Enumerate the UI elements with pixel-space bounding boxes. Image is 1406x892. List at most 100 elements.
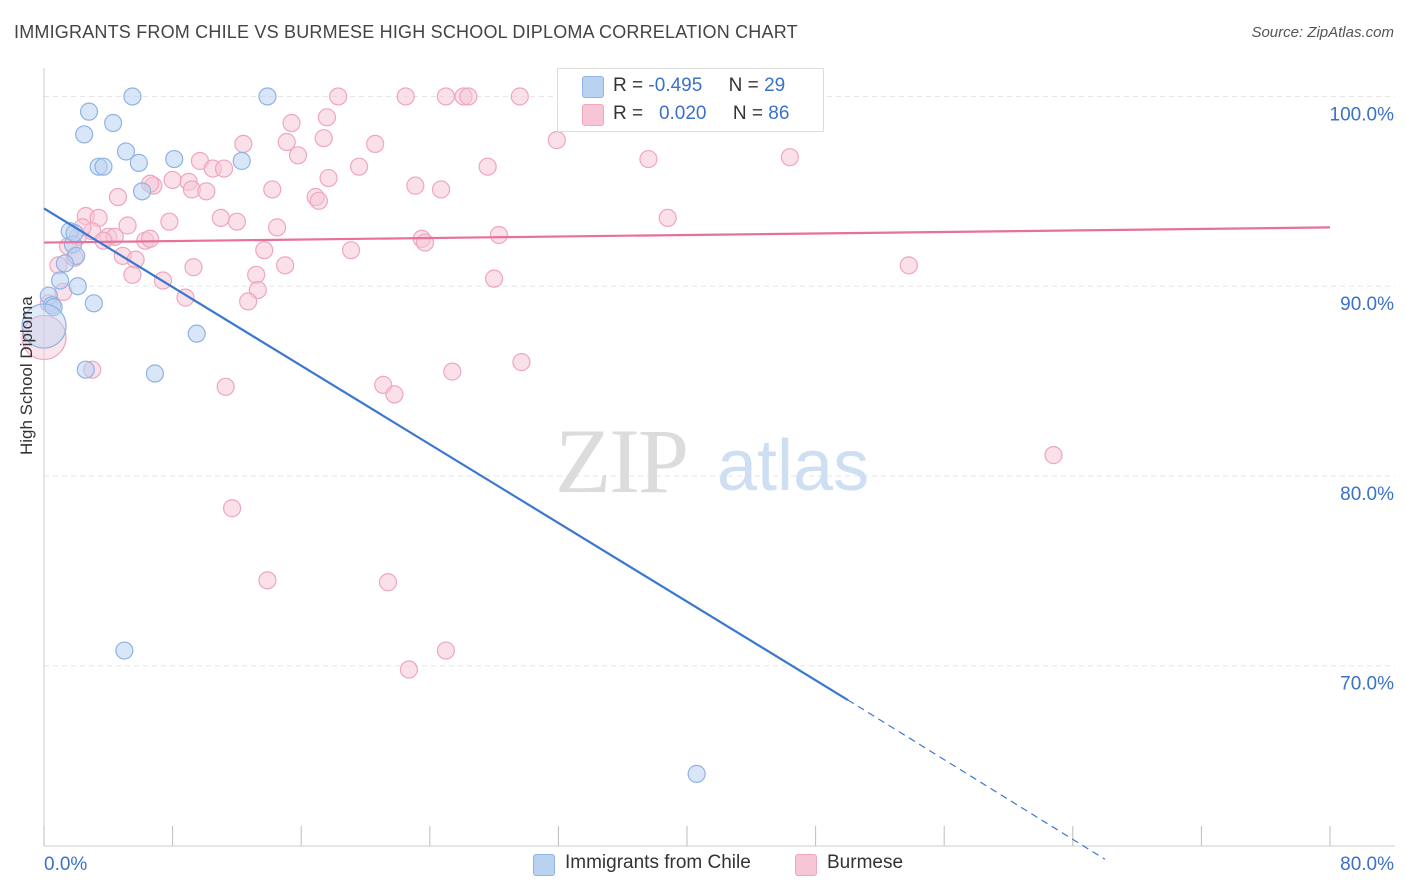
stats-legend: R = -0.495 N = 29 R = 0.020 N = 86 bbox=[557, 68, 824, 132]
burmese-point bbox=[899, 256, 918, 275]
burmese-point bbox=[197, 182, 216, 201]
chile-point bbox=[75, 125, 94, 144]
burmese-point bbox=[510, 87, 529, 106]
legend-swatch-chile bbox=[582, 76, 604, 98]
y-tick-label: 100.0% bbox=[1330, 104, 1395, 125]
burmese-point bbox=[214, 159, 234, 178]
chile-point bbox=[258, 87, 277, 106]
burmese-point bbox=[184, 258, 203, 277]
burmese-point bbox=[227, 212, 246, 231]
x-tick-label: 80.0% bbox=[1340, 854, 1394, 875]
chile-point bbox=[44, 297, 63, 317]
burmese-point bbox=[314, 129, 333, 148]
y-axis-label: High School Diploma bbox=[17, 296, 36, 455]
burmese-point bbox=[123, 265, 142, 284]
burmese-point bbox=[118, 216, 137, 235]
chile-point bbox=[132, 182, 152, 201]
x-tick-label: 0.0% bbox=[44, 854, 87, 875]
chile-point bbox=[76, 360, 95, 379]
legend-r-value-burmese: 0.020 bbox=[658, 103, 707, 124]
legend-r-label: R = bbox=[613, 103, 644, 124]
burmese-point bbox=[216, 377, 235, 396]
legend-r-value-chile: -0.495 bbox=[648, 75, 703, 96]
chile-point bbox=[50, 271, 70, 290]
burmese-point bbox=[489, 225, 509, 245]
burmese-point bbox=[263, 180, 282, 199]
chile-point bbox=[94, 157, 113, 176]
source-credit: Source: ZipAtlas.com bbox=[1251, 24, 1394, 41]
chile-point bbox=[116, 142, 136, 161]
burmese-point bbox=[396, 87, 415, 106]
chile-point bbox=[21, 303, 67, 349]
chile-point bbox=[165, 149, 184, 169]
burmese-point bbox=[288, 146, 308, 165]
legend-n-label: N = bbox=[728, 75, 759, 96]
burmese-point bbox=[319, 168, 338, 188]
burmese-point bbox=[140, 229, 160, 248]
series-label-burmese: Burmese bbox=[827, 852, 904, 873]
burmese-point bbox=[329, 87, 348, 106]
burmese-point bbox=[247, 265, 266, 284]
legend-n-label: N = bbox=[732, 103, 764, 124]
burmese-point bbox=[385, 385, 404, 404]
legend-swatch-burmese bbox=[582, 104, 604, 126]
burmese-point bbox=[485, 269, 504, 288]
burmese-point bbox=[277, 132, 296, 152]
burmese-point bbox=[436, 87, 455, 106]
y-tick-label: 80.0% bbox=[1340, 484, 1394, 505]
series-label-chile: Immigrants from Chile bbox=[565, 852, 751, 873]
burmese-point bbox=[160, 212, 179, 231]
chile-point bbox=[79, 102, 99, 121]
chile-points bbox=[21, 87, 706, 783]
chile-point bbox=[123, 87, 142, 106]
chile-trend-extension bbox=[847, 699, 1106, 860]
burmese-point bbox=[478, 157, 497, 176]
watermark-atlas: atlas bbox=[717, 426, 869, 506]
chile-point bbox=[187, 324, 206, 343]
burmese-point bbox=[415, 233, 435, 252]
burmese-point bbox=[267, 218, 287, 237]
watermark-zip: ZIP bbox=[555, 410, 687, 512]
burmese-point bbox=[282, 113, 301, 133]
burmese-point bbox=[108, 187, 128, 207]
burmese-point bbox=[639, 149, 658, 169]
burmese-point bbox=[222, 499, 242, 518]
chile-trend-line bbox=[43, 207, 849, 701]
burmese-point bbox=[211, 208, 230, 228]
burmese-trend-line bbox=[43, 226, 1331, 244]
burmese-point bbox=[547, 131, 566, 150]
burmese-point bbox=[276, 256, 295, 275]
chile-point bbox=[68, 277, 87, 296]
chart-title: IMMIGRANTS FROM CHILE VS BURMESE HIGH SC… bbox=[14, 22, 798, 42]
burmese-point bbox=[399, 660, 419, 679]
trend-lines bbox=[43, 207, 1331, 860]
series-swatch-burmese bbox=[795, 854, 817, 876]
y-tick-label: 70.0% bbox=[1340, 674, 1394, 695]
burmese-point bbox=[258, 571, 277, 590]
burmese-point bbox=[341, 241, 361, 260]
legend-n-value-burmese: 86 bbox=[768, 103, 790, 124]
chile-point bbox=[232, 151, 251, 171]
grid-lines bbox=[44, 95, 1395, 667]
burmese-point bbox=[378, 573, 398, 592]
chile-point bbox=[687, 764, 706, 783]
burmese-point bbox=[780, 148, 799, 167]
burmese-point bbox=[512, 353, 531, 372]
burmese-point bbox=[366, 134, 385, 154]
burmese-point bbox=[309, 191, 328, 210]
burmese-point bbox=[658, 208, 677, 228]
burmese-point bbox=[1044, 446, 1063, 465]
burmese-points bbox=[21, 87, 1063, 679]
y-tick-label: 90.0% bbox=[1340, 294, 1394, 315]
chile-point bbox=[115, 641, 134, 660]
chile-point bbox=[145, 364, 165, 383]
y-tick-labels: 70.0% 80.0% 90.0% 100.0% bbox=[1330, 104, 1395, 694]
burmese-point bbox=[436, 641, 455, 660]
legend-text-chile: R = -0.495 N = 29 bbox=[613, 75, 785, 97]
chile-point bbox=[129, 153, 148, 172]
burmese-point bbox=[234, 134, 253, 154]
burmese-point bbox=[443, 362, 462, 381]
series-swatch-chile bbox=[533, 854, 555, 876]
burmese-point bbox=[431, 180, 451, 199]
